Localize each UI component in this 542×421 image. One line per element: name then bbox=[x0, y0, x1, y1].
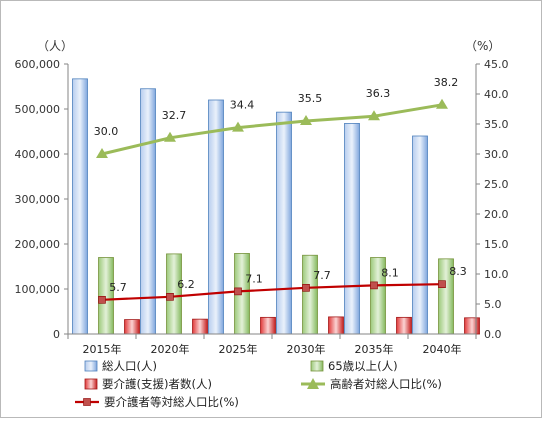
care-ratio-data-label: 6.2 bbox=[177, 278, 195, 291]
care-ratio-point bbox=[370, 281, 378, 290]
right-axis-ticks: 0.0 5.0 10.0 15.0 20.0 25.0 30.0 35.0 40.0 45.0 bbox=[476, 58, 509, 341]
left-axis-ticks: 0 100,000 200,000 300,000 400,000 500,000 600,… bbox=[15, 58, 68, 341]
axes bbox=[67, 64, 477, 339]
elderly-ratio-point bbox=[96, 148, 108, 158]
care-ratio-point bbox=[438, 280, 446, 289]
left-tick-label: 0 bbox=[53, 328, 60, 341]
legend-item-3-swatch bbox=[84, 378, 98, 390]
bar-care-recipients bbox=[464, 317, 480, 335]
bar-total-population bbox=[208, 99, 224, 335]
elderly-ratio-point bbox=[232, 121, 244, 132]
bar-total-population bbox=[412, 135, 428, 335]
elderly-ratio-point bbox=[164, 131, 176, 142]
legend-item-5-marker bbox=[83, 398, 91, 406]
right-tick-label: 30.0 bbox=[484, 148, 509, 161]
right-tick-label: 15.0 bbox=[484, 238, 509, 251]
right-tick-label: 25.0 bbox=[484, 178, 509, 191]
bar-age-65-plus bbox=[98, 257, 114, 335]
right-tick-label: 5.0 bbox=[484, 298, 502, 311]
right-axis-unit: （%） bbox=[465, 39, 500, 53]
legend-item-3-label: 要介護(支援)者数(人) bbox=[102, 377, 212, 391]
legend-item-2-label: 65歳以上(人) bbox=[328, 359, 398, 373]
care-ratio-data-label: 8.1 bbox=[381, 266, 399, 279]
elderly-ratio-data-label: 32.7 bbox=[162, 109, 187, 122]
right-tick-label: 10.0 bbox=[484, 268, 509, 281]
right-tick-label: 0.0 bbox=[484, 328, 502, 341]
left-tick-label: 100,000 bbox=[15, 283, 61, 296]
left-tick-label: 300,000 bbox=[15, 193, 61, 206]
line-series: 30.0 32.7 34.4 35.5 36.3 38.2 5.7 6.2 7.1 7.7 8.1 8… bbox=[94, 76, 467, 304]
care-ratio-data-label: 5.7 bbox=[109, 281, 127, 294]
care-ratio-data-label: 8.3 bbox=[449, 265, 467, 278]
legend-item-1-swatch bbox=[84, 360, 98, 372]
elderly-ratio-point bbox=[368, 110, 380, 121]
bar-care-recipients bbox=[396, 316, 412, 335]
x-category-label: 2035年 bbox=[355, 342, 394, 356]
care-ratio-data-label: 7.1 bbox=[245, 272, 263, 285]
x-category-label: 2020年 bbox=[151, 342, 190, 356]
bar-age-65-plus bbox=[302, 254, 318, 335]
care-ratio-point bbox=[166, 292, 174, 301]
legend-item-4-label: 高齢者対総人口比(%) bbox=[330, 377, 442, 391]
left-tick-label: 400,000 bbox=[15, 148, 61, 161]
x-category-label: 2025年 bbox=[219, 342, 258, 356]
legend-item-5-label: 要介護者等対総人口比(%) bbox=[104, 395, 239, 409]
x-category-label: 2040年 bbox=[423, 342, 462, 356]
elderly-ratio-data-label: 35.5 bbox=[298, 92, 323, 105]
left-axis-unit: （人） bbox=[37, 39, 73, 53]
bar-care-recipients bbox=[124, 319, 140, 335]
bar-total-population bbox=[72, 78, 88, 335]
care-ratio-line bbox=[101, 283, 443, 301]
left-tick-label: 500,000 bbox=[15, 103, 61, 116]
bar-care-recipients bbox=[192, 318, 208, 335]
bar-total-population bbox=[344, 123, 360, 335]
legend-item-2-swatch bbox=[310, 360, 324, 372]
right-tick-label: 40.0 bbox=[484, 88, 509, 101]
care-ratio-data-label: 7.7 bbox=[313, 269, 331, 282]
legend: 総人口(人) 65歳以上(人) 要介護(支援)者数(人) 高齢者対総人口比(%) 要介護… bbox=[75, 359, 442, 409]
bar-care-recipients bbox=[260, 316, 276, 335]
x-category-label: 2015年 bbox=[83, 342, 122, 356]
right-tick-label: 20.0 bbox=[484, 208, 509, 221]
right-tick-label: 35.0 bbox=[484, 118, 509, 131]
x-category-label: 2030年 bbox=[287, 342, 326, 356]
bar-total-population bbox=[276, 111, 292, 335]
category-labels: 2015年 2020年 2025年 2030年 2035年 2040年 bbox=[83, 342, 462, 356]
elderly-ratio-point bbox=[436, 98, 448, 109]
legend-item-4-marker bbox=[307, 378, 319, 389]
left-tick-label: 600,000 bbox=[15, 58, 61, 71]
elderly-ratio-data-label: 30.0 bbox=[94, 125, 119, 138]
bar-series bbox=[72, 78, 480, 335]
elderly-ratio-data-label: 34.4 bbox=[230, 99, 255, 112]
elderly-ratio-line bbox=[101, 103, 443, 156]
care-ratio-point bbox=[98, 295, 106, 304]
care-ratio-point bbox=[302, 283, 310, 292]
left-tick-label: 200,000 bbox=[15, 238, 61, 251]
right-tick-label: 45.0 bbox=[484, 58, 509, 71]
legend-item-1-label: 総人口(人) bbox=[102, 359, 157, 373]
elderly-ratio-data-label: 36.3 bbox=[366, 87, 391, 100]
bar-care-recipients bbox=[328, 316, 344, 335]
elderly-ratio-point bbox=[300, 115, 312, 125]
care-ratio-point bbox=[234, 287, 242, 296]
elderly-ratio-data-label: 38.2 bbox=[434, 76, 459, 89]
